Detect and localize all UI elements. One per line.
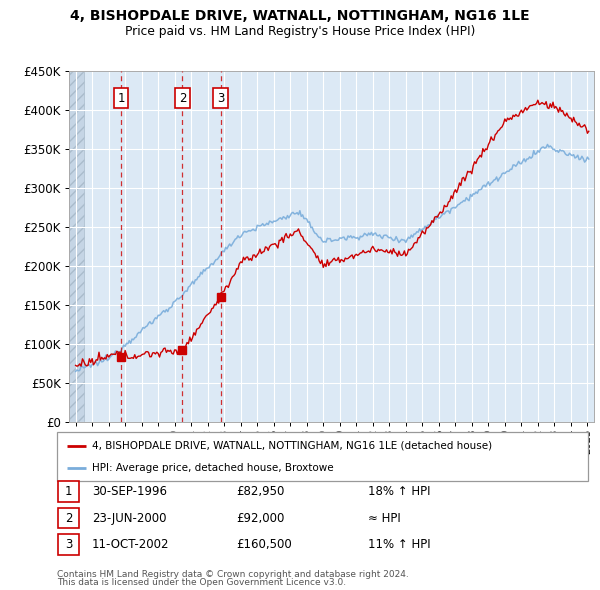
- Text: Price paid vs. HM Land Registry's House Price Index (HPI): Price paid vs. HM Land Registry's House …: [125, 25, 475, 38]
- Text: £160,500: £160,500: [236, 538, 292, 551]
- Text: 2: 2: [65, 512, 72, 525]
- Text: 11-OCT-2002: 11-OCT-2002: [92, 538, 169, 551]
- Text: 1: 1: [117, 91, 125, 104]
- Text: 30-SEP-1996: 30-SEP-1996: [92, 485, 167, 498]
- Text: 3: 3: [65, 538, 72, 551]
- Text: 4, BISHOPDALE DRIVE, WATNALL, NOTTINGHAM, NG16 1LE (detached house): 4, BISHOPDALE DRIVE, WATNALL, NOTTINGHAM…: [92, 441, 491, 451]
- Text: 1: 1: [65, 485, 72, 498]
- Text: HPI: Average price, detached house, Broxtowe: HPI: Average price, detached house, Brox…: [92, 463, 333, 473]
- Bar: [69, 71, 84, 422]
- Text: £92,000: £92,000: [236, 512, 284, 525]
- Text: 18% ↑ HPI: 18% ↑ HPI: [368, 485, 430, 498]
- Text: 4, BISHOPDALE DRIVE, WATNALL, NOTTINGHAM, NG16 1LE: 4, BISHOPDALE DRIVE, WATNALL, NOTTINGHAM…: [70, 9, 530, 23]
- Text: ≈ HPI: ≈ HPI: [368, 512, 401, 525]
- Text: 2: 2: [179, 91, 186, 104]
- Text: 3: 3: [217, 91, 224, 104]
- Text: This data is licensed under the Open Government Licence v3.0.: This data is licensed under the Open Gov…: [57, 578, 346, 587]
- Text: Contains HM Land Registry data © Crown copyright and database right 2024.: Contains HM Land Registry data © Crown c…: [57, 571, 409, 579]
- Text: 23-JUN-2000: 23-JUN-2000: [92, 512, 166, 525]
- Text: £82,950: £82,950: [236, 485, 284, 498]
- Text: 11% ↑ HPI: 11% ↑ HPI: [368, 538, 430, 551]
